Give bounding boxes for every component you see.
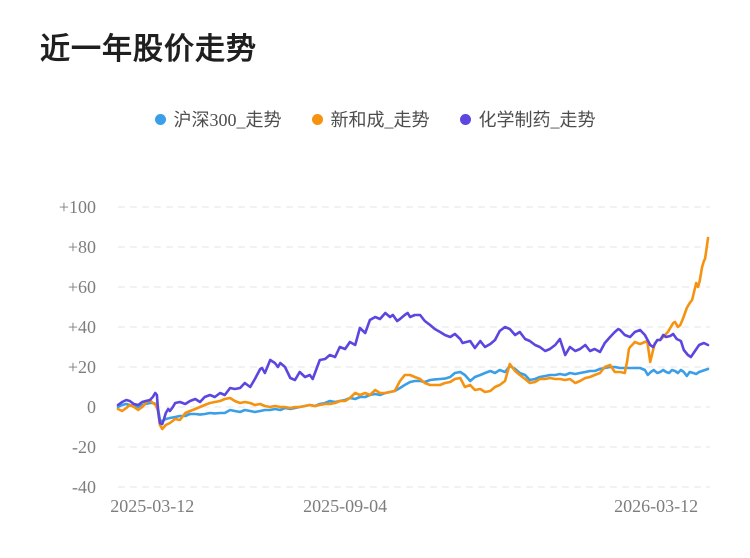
y-tick-label: -40 bbox=[72, 477, 96, 497]
legend: 沪深300_走势 新和成_走势 化学制药_走势 bbox=[0, 106, 750, 132]
series-lines bbox=[116, 236, 710, 431]
y-tick-label: -20 bbox=[72, 437, 96, 457]
legend-item-nhu[interactable]: 新和成_走势 bbox=[311, 106, 430, 132]
legend-item-chempharma[interactable]: 化学制药_走势 bbox=[459, 106, 596, 132]
x-tick-label: 2025-09-04 bbox=[303, 496, 387, 516]
legend-dot-hs300-icon bbox=[154, 113, 166, 125]
y-tick-label: +80 bbox=[68, 237, 96, 257]
y-axis-labels: +100 +80 +60 +40 +20 0 -20 -40 bbox=[59, 197, 96, 497]
legend-label-chempharma: 化学制药_走势 bbox=[478, 110, 596, 130]
legend-dot-chempharma-icon bbox=[459, 113, 471, 125]
page-title: 近一年股价走势 bbox=[40, 33, 257, 66]
y-tick-label: 0 bbox=[87, 397, 96, 417]
legend-dot-nhu-icon bbox=[311, 113, 323, 125]
y-tick-label: +20 bbox=[68, 357, 96, 377]
legend-label-hs300: 沪深300_走势 bbox=[173, 110, 282, 130]
x-axis-labels: 2025-03-12 2025-09-04 2026-03-12 bbox=[110, 496, 698, 516]
legend-label-nhu: 新和成_走势 bbox=[330, 110, 430, 130]
y-tick-label: +60 bbox=[68, 277, 96, 297]
x-tick-label: 2025-03-12 bbox=[110, 496, 194, 516]
y-tick-label: +100 bbox=[59, 197, 96, 217]
x-tick-label: 2026-03-12 bbox=[614, 496, 698, 516]
series-line-chempharma bbox=[116, 311, 710, 426]
y-tick-label: +40 bbox=[68, 317, 96, 337]
gridlines bbox=[118, 206, 710, 488]
series-line-hs300 bbox=[116, 364, 710, 423]
series-line-nhu bbox=[116, 236, 710, 431]
legend-item-hs300[interactable]: 沪深300_走势 bbox=[154, 106, 282, 132]
